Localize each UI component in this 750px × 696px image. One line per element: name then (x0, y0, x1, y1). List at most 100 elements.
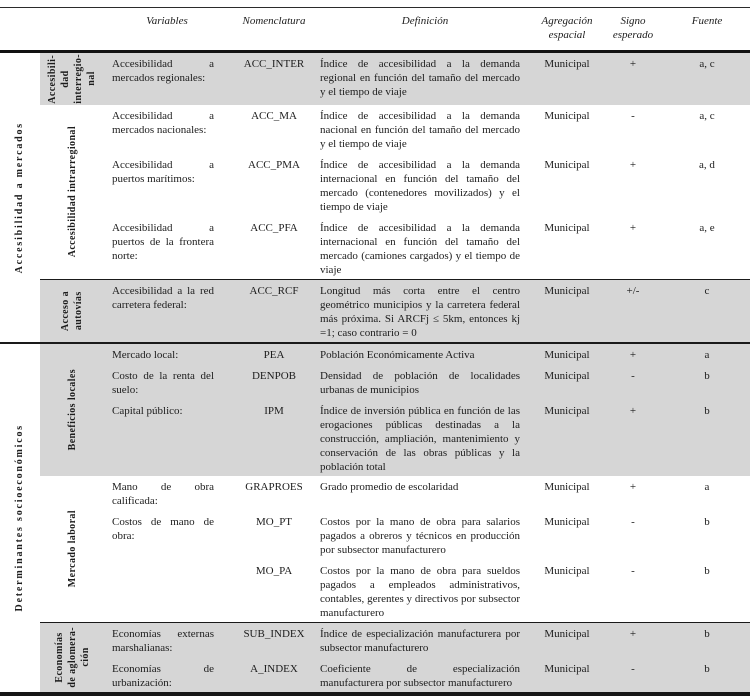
cell-fuente: c (704, 285, 710, 297)
cell-signo: + (629, 405, 637, 417)
band-acceso-a-autovias: Acceso a autovías Accesibilidad a la red… (40, 279, 750, 342)
cell-fuente: a (704, 481, 710, 493)
group-label-cell: Determinantes socioeconómicos (0, 344, 40, 692)
cell-nomenclatura: IPM (264, 405, 284, 417)
band-label-accesibilidad-interregional: Accesibili- dad interregio- nal (47, 54, 97, 104)
col-header-definicion: Definición (401, 15, 449, 27)
cell-variable: Economías de urbanización: (112, 663, 214, 689)
cell-agregacion: Municipal (544, 405, 590, 417)
cell-variable: Accesibilidad a puertos marítimos: (112, 159, 214, 185)
table-row: Economías externas marshalianas: SUB_IND… (104, 623, 750, 657)
cell-fuente: b (704, 516, 710, 528)
cell-nomenclatura: MO_PA (255, 565, 293, 577)
cell-definicion: Índice de accesibilidad a la demanda int… (320, 159, 520, 213)
cell-signo: - (631, 516, 635, 528)
cell-agregacion: Municipal (544, 222, 590, 234)
cell-definicion: Índice de accesibilidad a la demanda nac… (320, 110, 520, 150)
band-accesibilidad-intrarregional: Accesibilidad intrarregional Accesibilid… (40, 105, 750, 279)
col-header-fuente: Fuente (691, 15, 723, 27)
cell-signo: + (629, 222, 637, 234)
cell-agregacion: Municipal (544, 58, 590, 70)
cell-definicion: Grado promedio de escolaridad (320, 481, 459, 493)
cell-definicion: Población Económicamente Activa (320, 349, 475, 361)
cell-agregacion: Municipal (544, 565, 590, 577)
cell-fuente: a, c (699, 58, 715, 70)
cell-variable: Economías externas marshalianas: (112, 628, 214, 654)
table-row: MO_PA Costos por la mano de obra para su… (104, 559, 750, 622)
cell-nomenclatura: ACC_PFA (250, 222, 298, 234)
cell-variable: Accesibilidad a puertos de la frontera n… (112, 222, 214, 262)
cell-signo: +/- (626, 285, 640, 297)
band-label-cell: Accesibilidad intrarregional (40, 105, 104, 279)
cell-nomenclatura: ACC_INTER (243, 58, 305, 70)
table-row: Accesibilidad a la red carretera federal… (104, 280, 750, 342)
group-accesibilidad-a-mercados: Accesibilidad a mercados Accesibili- dad… (0, 53, 750, 342)
band-accesibilidad-interregional: Accesibili- dad interregio- nal Accesibi… (40, 53, 750, 105)
band-label-accesibilidad-intrarregional: Accesibilidad intrarregional (66, 126, 78, 258)
table-row: Capital público: IPM Índice de inversión… (104, 399, 750, 476)
group-label-determinantes-socioeconomicos: Determinantes socioeconómicos (14, 424, 25, 612)
table-header-row: Variables Nomenclatura Definición Agrega… (0, 7, 750, 53)
band-beneficios-locales: Beneficios locales Mercado local: PEA Po… (40, 344, 750, 476)
band-label-mercado-laboral: Mercado laboral (66, 510, 78, 588)
band-mercado-laboral: Mercado laboral Mano de obra calificada:… (40, 476, 750, 622)
cell-agregacion: Municipal (544, 628, 590, 640)
cell-nomenclatura: ACC_MA (251, 110, 297, 122)
cell-signo: + (629, 481, 637, 493)
cell-agregacion: Municipal (544, 285, 590, 297)
table-row: Costo de la renta del suelo: DENPOB Dens… (104, 364, 750, 399)
cell-nomenclatura: ACC_PMA (248, 159, 300, 171)
table-row: Accesibilidad a mercados regionales: ACC… (104, 53, 750, 101)
col-header-signo-esperado: Signo esperado (612, 15, 654, 41)
cell-definicion: Costos por la mano de obra para sueldos … (320, 565, 520, 619)
cell-signo: + (629, 349, 637, 361)
cell-variable: Mano de obra calificada: (112, 481, 214, 507)
col-header-agregacion-espacial: Agregación espacial (541, 15, 593, 41)
cell-variable: Capital público: (112, 405, 183, 417)
cell-agregacion: Municipal (544, 349, 590, 361)
group-label-cell: Accesibilidad a mercados (0, 53, 40, 342)
cell-agregacion: Municipal (544, 481, 590, 493)
table-row: Economías de urbanización: A_INDEX Coefi… (104, 657, 750, 692)
table-row: Accesibilidad a puertos de la frontera n… (104, 216, 750, 279)
cell-fuente: a (704, 349, 710, 361)
cell-agregacion: Municipal (544, 159, 590, 171)
group-divider-rule (0, 342, 750, 344)
group-label-accesibilidad-a-mercados: Accesibilidad a mercados (14, 121, 25, 274)
band-label-beneficios-locales: Beneficios locales (66, 369, 78, 451)
cell-definicion: Longitud más corta entre el centro geomé… (320, 285, 520, 339)
cell-definicion: Índice de inversión pública en función d… (320, 405, 520, 473)
cell-variable (104, 564, 230, 620)
cell-fuente: a, c (699, 110, 715, 122)
cell-definicion: Índice de especialización manufacturera … (320, 628, 520, 654)
cell-definicion: Índice de accesibilidad a la demanda reg… (320, 58, 520, 98)
cell-signo: + (629, 159, 637, 171)
cell-fuente: b (704, 370, 710, 382)
cell-agregacion: Municipal (544, 110, 590, 122)
band-label-cell: Accesibili- dad interregio- nal (40, 53, 104, 105)
cell-variable: Costo de la renta del suelo: (112, 370, 214, 396)
cell-variable: Accesibilidad a mercados regionales: (112, 58, 214, 84)
cell-definicion: Coeficiente de especialización manufactu… (320, 663, 520, 689)
group-determinantes-socioeconomicos: Determinantes socioeconómicos Beneficios… (0, 344, 750, 692)
cell-definicion: Índice de accesibilidad a la demanda int… (320, 222, 520, 276)
col-header-variables: Variables (146, 15, 188, 27)
cell-signo: - (631, 370, 635, 382)
cell-signo: + (629, 58, 637, 70)
cell-nomenclatura: PEA (263, 349, 285, 361)
band-label-cell: Mercado laboral (40, 476, 104, 622)
cell-variable: Accesibilidad a mercados nacionales: (112, 110, 214, 136)
cell-signo: + (629, 628, 637, 640)
band-label-cell: Economías de aglomera- ción (40, 623, 104, 692)
col-header-nomenclatura: Nomenclatura (242, 15, 306, 27)
cell-variable: Costos de mano de obra: (112, 516, 214, 542)
cell-agregacion: Municipal (544, 370, 590, 382)
band-label-cell: Beneficios locales (40, 344, 104, 476)
header-spacer (0, 14, 104, 42)
table-row: Costos de mano de obra: MO_PT Costos por… (104, 510, 750, 559)
cell-fuente: b (704, 405, 710, 417)
cell-nomenclatura: GRAPROES (245, 481, 303, 493)
cell-agregacion: Municipal (544, 516, 590, 528)
cell-nomenclatura: MO_PT (255, 516, 293, 528)
